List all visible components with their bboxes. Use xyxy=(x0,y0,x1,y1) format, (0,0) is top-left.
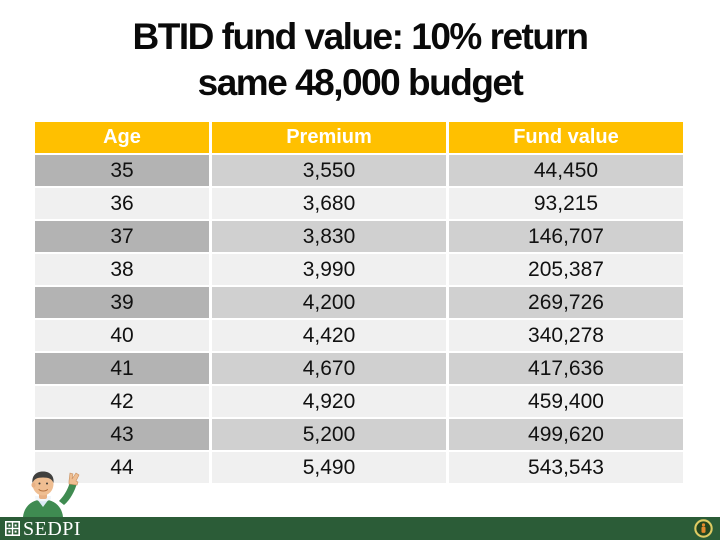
cell-age: 38 xyxy=(35,254,212,287)
cell-fund-value: 543,543 xyxy=(449,452,683,485)
table-row: 37 3,830 146,707 xyxy=(35,221,683,254)
sedpi-brand-text: SEDPI xyxy=(23,517,82,540)
column-header-age: Age xyxy=(35,122,212,155)
sedpi-brand: SEDPI xyxy=(5,519,81,539)
table-row: 36 3,680 93,215 xyxy=(35,188,683,221)
cell-age: 41 xyxy=(35,353,212,386)
table-row: 42 4,920 459,400 xyxy=(35,386,683,419)
cell-premium: 4,200 xyxy=(212,287,449,320)
table-row: 39 4,200 269,726 xyxy=(35,287,683,320)
cell-fund-value: 205,387 xyxy=(449,254,683,287)
cell-fund-value: 417,636 xyxy=(449,353,683,386)
presenter-character xyxy=(23,471,80,517)
sedpi-logo-icon xyxy=(5,521,20,536)
cell-age: 35 xyxy=(35,155,212,188)
table-header-row: Age Premium Fund value xyxy=(35,122,683,155)
table-row: 41 4,670 417,636 xyxy=(35,353,683,386)
cell-premium: 5,490 xyxy=(212,452,449,485)
table-row: 35 3,550 44,450 xyxy=(35,155,683,188)
info-icon xyxy=(694,519,713,538)
column-header-fund-value: Fund value xyxy=(449,122,683,155)
title-line-2: same 48,000 budget xyxy=(197,62,524,103)
cell-fund-value: 269,726 xyxy=(449,287,683,320)
cell-age: 40 xyxy=(35,320,212,353)
cell-premium: 4,920 xyxy=(212,386,449,419)
page-title: BTID fund value: 10% return same 48,000 … xyxy=(0,14,720,106)
title-line-1: BTID fund value: 10% return xyxy=(132,16,589,57)
cell-fund-value: 44,450 xyxy=(449,155,683,188)
cell-premium: 4,670 xyxy=(212,353,449,386)
footer-bar: SEDPI xyxy=(0,517,720,540)
table-row: 40 4,420 340,278 xyxy=(35,320,683,353)
cell-age: 39 xyxy=(35,287,212,320)
cell-fund-value: 146,707 xyxy=(449,221,683,254)
cell-age: 42 xyxy=(35,386,212,419)
cell-fund-value: 499,620 xyxy=(449,419,683,452)
cell-age: 44 xyxy=(35,452,212,485)
cell-fund-value: 340,278 xyxy=(449,320,683,353)
table-row: 43 5,200 499,620 xyxy=(35,419,683,452)
column-header-premium: Premium xyxy=(212,122,449,155)
table-row: 44 5,490 543,543 xyxy=(35,452,683,485)
cell-fund-value: 93,215 xyxy=(449,188,683,221)
cell-premium: 3,550 xyxy=(212,155,449,188)
cell-fund-value: 459,400 xyxy=(449,386,683,419)
cell-age: 37 xyxy=(35,221,212,254)
cell-age: 36 xyxy=(35,188,212,221)
cell-premium: 3,680 xyxy=(212,188,449,221)
cell-premium: 3,830 xyxy=(212,221,449,254)
cell-premium: 4,420 xyxy=(212,320,449,353)
table-row: 38 3,990 205,387 xyxy=(35,254,683,287)
cell-age: 43 xyxy=(35,419,212,452)
cell-premium: 5,200 xyxy=(212,419,449,452)
cell-premium: 3,990 xyxy=(212,254,449,287)
fund-value-table: Age Premium Fund value 35 3,550 44,450 3… xyxy=(35,122,683,485)
